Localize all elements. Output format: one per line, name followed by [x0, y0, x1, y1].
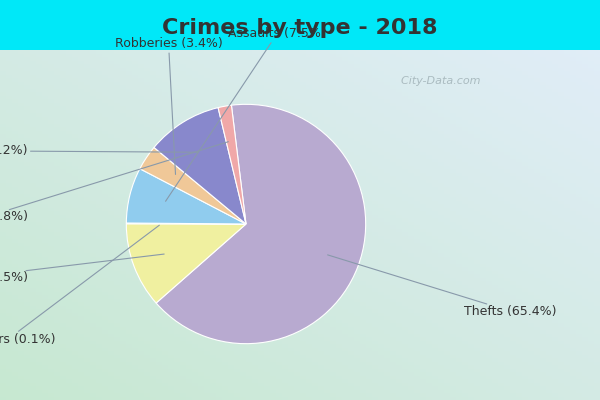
Text: Thefts (65.4%): Thefts (65.4%) — [328, 255, 557, 318]
Text: Murders (0.1%): Murders (0.1%) — [0, 225, 160, 346]
Text: Rapes (1.8%): Rapes (1.8%) — [0, 142, 229, 224]
Text: City-Data.com: City-Data.com — [394, 76, 481, 86]
Text: Assaults (7.5%): Assaults (7.5%) — [166, 28, 326, 201]
Wedge shape — [154, 108, 246, 224]
Text: Crimes by type - 2018: Crimes by type - 2018 — [162, 18, 438, 38]
Wedge shape — [127, 169, 246, 224]
Wedge shape — [140, 148, 246, 224]
Wedge shape — [156, 104, 365, 344]
Wedge shape — [127, 224, 246, 303]
Text: Auto thefts (10.2%): Auto thefts (10.2%) — [0, 144, 199, 157]
Text: Burglaries (11.5%): Burglaries (11.5%) — [0, 254, 164, 284]
Wedge shape — [218, 105, 246, 224]
Text: Robberies (3.4%): Robberies (3.4%) — [115, 37, 223, 174]
Wedge shape — [127, 223, 246, 224]
